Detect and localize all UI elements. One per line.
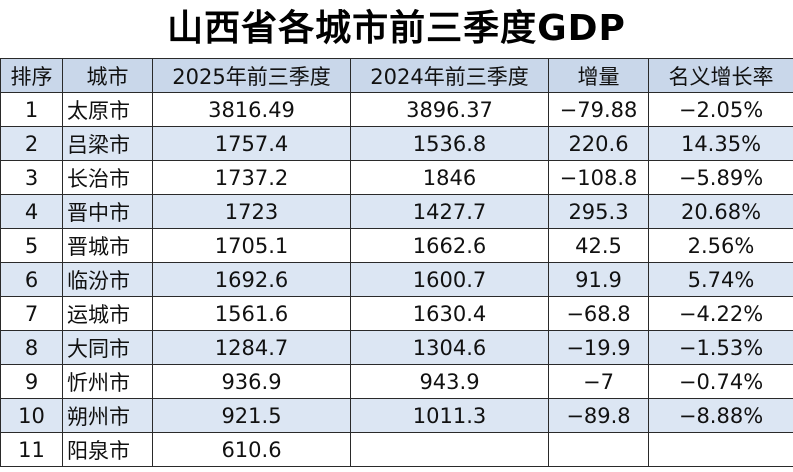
column-header: 增量 — [548, 58, 649, 93]
table-cell: −7 — [548, 364, 649, 399]
table-cell: 1737.2 — [152, 160, 351, 195]
table-cell: −0.74% — [648, 364, 793, 399]
gdp-table: 排序 城市 2025年前三季度 2024年前三季度 增量 名义增长率 1 太原市 3816.4… — [0, 58, 793, 467]
table-cell: 3816.49 — [152, 92, 351, 127]
table-cell: −19.9 — [548, 330, 649, 365]
table-cell: 晋城市 — [62, 228, 153, 263]
table-row: 10 朔州市 921.5 1011.3 −89.8 −8.88% — [0, 398, 793, 433]
table-cell — [548, 432, 649, 467]
table-cell: −8.88% — [648, 398, 793, 433]
table-cell: 936.9 — [152, 364, 351, 399]
table-cell: 5.74% — [648, 262, 793, 297]
table-cell: 11 — [0, 432, 63, 467]
table-cell: 20.68% — [648, 194, 793, 229]
table-cell: 1427.7 — [350, 194, 549, 229]
table-cell: −2.05% — [648, 92, 793, 127]
table-cell: 1600.7 — [350, 262, 549, 297]
table-row: 3 长治市 1737.2 1846 −108.8 −5.89% — [0, 160, 793, 195]
table-cell: 9 — [0, 364, 63, 399]
table-cell: −1.53% — [648, 330, 793, 365]
table-cell: 3 — [0, 160, 63, 195]
table-row: 8 大同市 1284.7 1304.6 −19.9 −1.53% — [0, 330, 793, 365]
table-cell: 1561.6 — [152, 296, 351, 331]
table-cell: −79.88 — [548, 92, 649, 127]
table-cell: 1 — [0, 92, 63, 127]
header-row: 排序 城市 2025年前三季度 2024年前三季度 增量 名义增长率 — [0, 58, 793, 93]
table-cell: 运城市 — [62, 296, 153, 331]
table-cell: 1284.7 — [152, 330, 351, 365]
table-cell: 1692.6 — [152, 262, 351, 297]
table-cell: 6 — [0, 262, 63, 297]
table-cell: 1723 — [152, 194, 351, 229]
table-cell: −4.22% — [648, 296, 793, 331]
table-cell: 7 — [0, 296, 63, 331]
table-cell: 91.9 — [548, 262, 649, 297]
column-header: 城市 — [62, 58, 153, 93]
table-cell: 1846 — [350, 160, 549, 195]
table-cell: −89.8 — [548, 398, 649, 433]
table-cell: 2 — [0, 126, 63, 161]
table-cell: 阳泉市 — [62, 432, 153, 467]
table-cell: 610.6 — [152, 432, 351, 467]
table-cell: 943.9 — [350, 364, 549, 399]
table-cell: 1757.4 — [152, 126, 351, 161]
table-cell: 921.5 — [152, 398, 351, 433]
table-cell: 1304.6 — [350, 330, 549, 365]
table-cell: 长治市 — [62, 160, 153, 195]
table-cell: 295.3 — [548, 194, 649, 229]
table-cell: 忻州市 — [62, 364, 153, 399]
column-header: 2024年前三季度 — [350, 58, 549, 93]
table-row: 6 临汾市 1692.6 1600.7 91.9 5.74% — [0, 262, 793, 297]
table-cell: 临汾市 — [62, 262, 153, 297]
table-row: 5 晋城市 1705.1 1662.6 42.5 2.56% — [0, 228, 793, 263]
table-cell — [648, 432, 793, 467]
table-row: 2 吕梁市 1757.4 1536.8 220.6 14.35% — [0, 126, 793, 161]
table-cell: 1705.1 — [152, 228, 351, 263]
table-cell: 2.56% — [648, 228, 793, 263]
table-row: 7 运城市 1561.6 1630.4 −68.8 −4.22% — [0, 296, 793, 331]
table-cell: 3896.37 — [350, 92, 549, 127]
table-cell: 4 — [0, 194, 63, 229]
table-cell: 14.35% — [648, 126, 793, 161]
table-cell: 朔州市 — [62, 398, 153, 433]
table-cell: 1662.6 — [350, 228, 549, 263]
table-row: 9 忻州市 936.9 943.9 −7 −0.74% — [0, 364, 793, 399]
table-cell: 8 — [0, 330, 63, 365]
table-cell: 10 — [0, 398, 63, 433]
table-row: 4 晋中市 1723 1427.7 295.3 20.68% — [0, 194, 793, 229]
table-cell: 晋中市 — [62, 194, 153, 229]
table-cell: −68.8 — [548, 296, 649, 331]
column-header: 排序 — [0, 58, 63, 93]
table-cell: 大同市 — [62, 330, 153, 365]
column-header: 名义增长率 — [648, 58, 793, 93]
table-cell: 42.5 — [548, 228, 649, 263]
table-cell: −108.8 — [548, 160, 649, 195]
title: 山西省各城市前三季度GDP — [167, 8, 626, 49]
table-cell: 220.6 — [548, 126, 649, 161]
table-cell: 1536.8 — [350, 126, 549, 161]
table-row: 11 阳泉市 610.6 — [0, 432, 793, 467]
table-row: 1 太原市 3816.49 3896.37 −79.88 −2.05% — [0, 92, 793, 127]
table-cell — [350, 432, 549, 467]
table-cell: 太原市 — [62, 92, 153, 127]
table-cell: 吕梁市 — [62, 126, 153, 161]
column-header: 2025年前三季度 — [152, 58, 351, 93]
table-cell: 1630.4 — [350, 296, 549, 331]
table-cell: 1011.3 — [350, 398, 549, 433]
table-cell: 5 — [0, 228, 63, 263]
table-cell: −5.89% — [648, 160, 793, 195]
